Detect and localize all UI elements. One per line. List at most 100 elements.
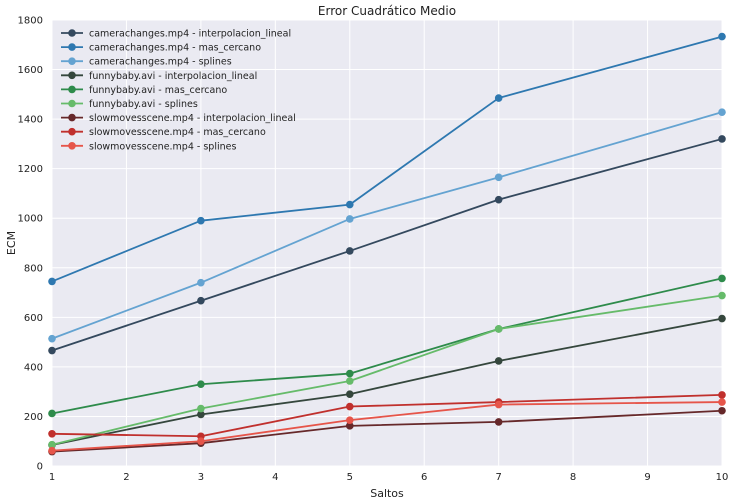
data-point [494,418,503,426]
data-point [718,108,726,116]
legend-label: slowmovesscene.mp4 - splines [89,141,236,152]
legend-label: camerachanges.mp4 - mas_cercano [89,43,261,54]
data-point [197,278,205,287]
x-tick-label: 8 [570,472,576,483]
x-tick-label: 10 [716,472,729,483]
data-point [494,357,503,365]
legend-item: camerachanges.mp4 - splines [61,57,232,68]
data-point [197,404,205,413]
series [48,32,726,286]
y-tick-label: 1400 [18,115,43,126]
data-point [718,391,726,399]
legend-marker [68,142,76,150]
y-tick-label: 1200 [18,164,43,175]
y-tick-label: 200 [24,412,43,423]
series [48,135,726,355]
legend-label: camerachanges.mp4 - splines [89,57,232,68]
x-axis-label: Saltos [370,487,404,500]
data-point [197,380,205,389]
legend-marker [68,29,76,37]
data-point [718,274,726,283]
data-point [494,195,503,204]
data-point [48,440,56,449]
legend-item: funnybaby.avi - splines [61,99,198,110]
legend-item: funnybaby.avi - interpolacion_lineal [61,71,257,82]
legend-label: funnybaby.avi - splines [89,99,198,110]
data-point [345,247,354,255]
data-point [494,400,503,409]
data-point [48,409,56,418]
data-point [345,402,354,411]
legend-label: slowmovesscene.mp4 - mas_cercano [89,127,266,138]
x-tick-label: 6 [421,472,427,483]
legend-label: funnybaby.avi - interpolacion_lineal [89,71,257,82]
data-point [718,291,726,300]
legend-marker [68,71,76,80]
series [48,391,726,441]
data-point [197,410,205,419]
data-point [345,200,354,209]
data-point [48,334,56,343]
x-tick-label: 3 [198,472,204,483]
legend: camerachanges.mp4 - interpolacion_lineal… [61,29,296,152]
data-point [197,296,205,305]
data-point [345,369,354,378]
y-tick-label: 0 [37,462,43,473]
legend-marker [68,57,76,65]
data-point [48,446,56,455]
data-point [345,390,354,398]
series [48,291,726,449]
legend-item: slowmovesscene.mp4 - interpolacion_linea… [61,113,296,124]
data-point [718,135,726,143]
x-tick-label: 2 [123,472,129,483]
data-point [48,429,56,438]
data-point [718,32,726,41]
y-tick-label: 800 [24,263,43,274]
chart-title: Error Cuadrático Medio [318,4,456,18]
data-point [494,94,503,102]
grid [51,19,723,467]
data-point [718,406,726,415]
legend-label: funnybaby.avi - mas_cercano [89,85,227,96]
legend-marker [68,85,76,94]
data-point [345,215,354,223]
legend-label: camerachanges.mp4 - interpolacion_lineal [89,29,291,40]
y-tick-label: 1800 [18,16,43,27]
x-tick-label: 9 [644,472,650,483]
legend-item: slowmovesscene.mp4 - mas_cercano [61,127,266,138]
tick-labels: 1 2 3 4 5 6 7 8 9 10 0 200 400 600 800 1000 1200 1400 1600… [18,16,729,484]
data-point [48,346,56,355]
y-axis-label: ECM [5,231,18,255]
y-tick-label: 400 [24,362,43,373]
legend-item: camerachanges.mp4 - mas_cercano [61,43,261,54]
legend-label: slowmovesscene.mp4 - interpolacion_linea… [89,113,296,124]
data-point [197,216,205,225]
data-point [494,173,503,182]
legend-marker [68,127,76,136]
legend-item: funnybaby.avi - mas_cercano [61,85,227,96]
x-tick-label: 7 [495,472,501,483]
data-point [48,277,56,286]
data-point [718,398,726,406]
series-lines [48,32,726,456]
data-point [197,437,205,446]
data-point [345,416,354,424]
y-tick-label: 600 [24,313,43,324]
x-tick-label: 5 [347,472,353,483]
data-point [718,314,726,323]
legend-item: slowmovesscene.mp4 - splines [61,141,236,152]
data-point [494,325,503,333]
x-tick-label: 4 [272,472,278,483]
x-tick-label: 1 [49,472,55,483]
series [48,108,726,343]
y-tick-label: 1600 [18,65,43,76]
legend-marker [68,43,76,51]
series [48,398,726,455]
y-tick-label: 1000 [18,214,43,225]
legend-item: camerachanges.mp4 - interpolacion_lineal [61,29,291,40]
legend-marker [68,99,76,108]
data-point [345,422,354,430]
data-point [345,377,354,385]
legend-marker [68,113,76,122]
